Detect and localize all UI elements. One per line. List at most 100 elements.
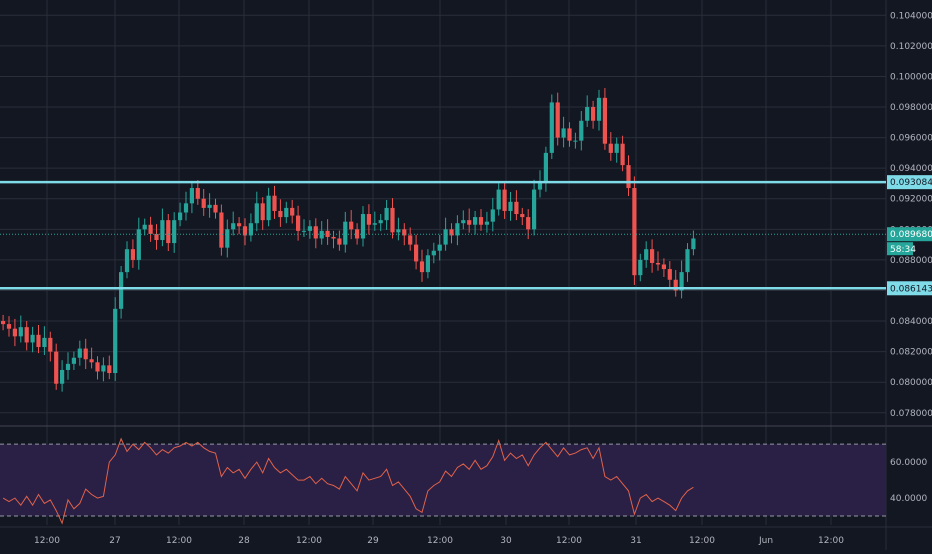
candle-body[interactable]	[673, 279, 678, 291]
candle-body[interactable]	[366, 214, 371, 225]
candle-body[interactable]	[154, 233, 159, 241]
candle-body[interactable]	[24, 327, 29, 343]
candle-body[interactable]	[478, 217, 484, 225]
candle-body[interactable]	[349, 221, 354, 230]
candle-body[interactable]	[65, 363, 71, 370]
candle-body[interactable]	[83, 348, 88, 360]
candle-body[interactable]	[18, 327, 23, 337]
candle-body[interactable]	[390, 207, 395, 233]
candle-body[interactable]	[12, 328, 17, 337]
candle-body[interactable]	[655, 262, 661, 265]
candle-body[interactable]	[301, 230, 307, 232]
candle-body[interactable]	[284, 207, 289, 218]
candle-body[interactable]	[160, 220, 165, 241]
candle-body[interactable]	[30, 334, 35, 343]
candle-body[interactable]	[266, 195, 271, 221]
candle-body[interactable]	[620, 143, 625, 166]
candle-body[interactable]	[101, 365, 106, 372]
candle-body[interactable]	[189, 188, 194, 204]
candle-body[interactable]	[296, 215, 301, 231]
candle-body[interactable]	[638, 259, 643, 276]
candle-body[interactable]	[632, 188, 637, 276]
candle-body[interactable]	[54, 351, 59, 384]
candle-body[interactable]	[213, 204, 218, 213]
candle-body[interactable]	[537, 181, 543, 190]
candle-body[interactable]	[384, 207, 389, 221]
candle-body[interactable]	[644, 249, 649, 260]
candle-body[interactable]	[455, 223, 460, 236]
candle-body[interactable]	[119, 272, 124, 309]
candle-body[interactable]	[124, 249, 130, 273]
candle-body[interactable]	[402, 229, 407, 236]
candle-body[interactable]	[331, 236, 336, 239]
candle-body[interactable]	[231, 223, 236, 230]
candle-body[interactable]	[60, 369, 65, 384]
candle-body[interactable]	[591, 107, 596, 121]
candle-body[interactable]	[408, 235, 413, 245]
candle-body[interactable]	[650, 249, 655, 263]
candle-body[interactable]	[443, 229, 448, 245]
candle-body[interactable]	[520, 214, 525, 218]
candle-body[interactable]	[484, 221, 489, 225]
candle-body[interactable]	[561, 128, 566, 138]
candle-body[interactable]	[48, 337, 53, 352]
candle-body[interactable]	[378, 220, 383, 224]
candle-body[interactable]	[414, 244, 419, 262]
candle-body[interactable]	[107, 365, 112, 374]
candle-body[interactable]	[449, 229, 454, 236]
candle-body[interactable]	[431, 250, 436, 256]
candle-body[interactable]	[555, 102, 560, 138]
candle-body[interactable]	[89, 359, 94, 363]
candle-body[interactable]	[596, 97, 602, 121]
candle-body[interactable]	[272, 195, 277, 211]
candle-body[interactable]	[1, 321, 6, 325]
candle-body[interactable]	[532, 189, 537, 230]
candle-body[interactable]	[337, 238, 342, 245]
candle-body[interactable]	[396, 229, 401, 233]
candle-body[interactable]	[307, 226, 312, 231]
candle-body[interactable]	[467, 220, 472, 225]
candle-body[interactable]	[136, 229, 141, 260]
candle-body[interactable]	[360, 214, 366, 239]
candle-body[interactable]	[626, 165, 631, 189]
candle-body[interactable]	[290, 207, 295, 216]
candle-body[interactable]	[372, 223, 377, 225]
candle-body[interactable]	[42, 337, 47, 348]
candle-body[interactable]	[278, 210, 283, 218]
candle-body[interactable]	[178, 212, 183, 221]
candle-body[interactable]	[219, 212, 224, 248]
candle-body[interactable]	[514, 201, 519, 215]
candle-body[interactable]	[172, 220, 177, 244]
candle-body[interactable]	[614, 143, 619, 153]
candle-body[interactable]	[142, 224, 147, 230]
candle-body[interactable]	[526, 217, 531, 230]
candle-body[interactable]	[6, 324, 12, 329]
candle-body[interactable]	[195, 188, 200, 199]
candle-body[interactable]	[579, 120, 584, 141]
candle-body[interactable]	[260, 203, 265, 221]
candle-body[interactable]	[691, 238, 696, 250]
candle-body[interactable]	[95, 362, 100, 372]
candle-body[interactable]	[77, 348, 82, 358]
candle-body[interactable]	[183, 203, 189, 213]
candle-body[interactable]	[113, 308, 118, 374]
candle-body[interactable]	[71, 357, 76, 364]
candle-body[interactable]	[237, 223, 242, 227]
candle-body[interactable]	[543, 152, 548, 182]
candle-body[interactable]	[502, 189, 507, 211]
candle-body[interactable]	[166, 220, 171, 244]
candle-body[interactable]	[225, 229, 230, 248]
candle-body[interactable]	[130, 249, 135, 260]
candle-body[interactable]	[573, 140, 578, 142]
candle-body[interactable]	[419, 261, 425, 273]
candle-body[interactable]	[248, 223, 253, 236]
candle-body[interactable]	[148, 224, 153, 234]
candle-body[interactable]	[36, 334, 41, 348]
candle-body[interactable]	[608, 143, 613, 153]
candle-body[interactable]	[425, 255, 430, 273]
candle-body[interactable]	[585, 107, 590, 121]
candle-body[interactable]	[207, 204, 212, 208]
candle-body[interactable]	[567, 128, 572, 141]
